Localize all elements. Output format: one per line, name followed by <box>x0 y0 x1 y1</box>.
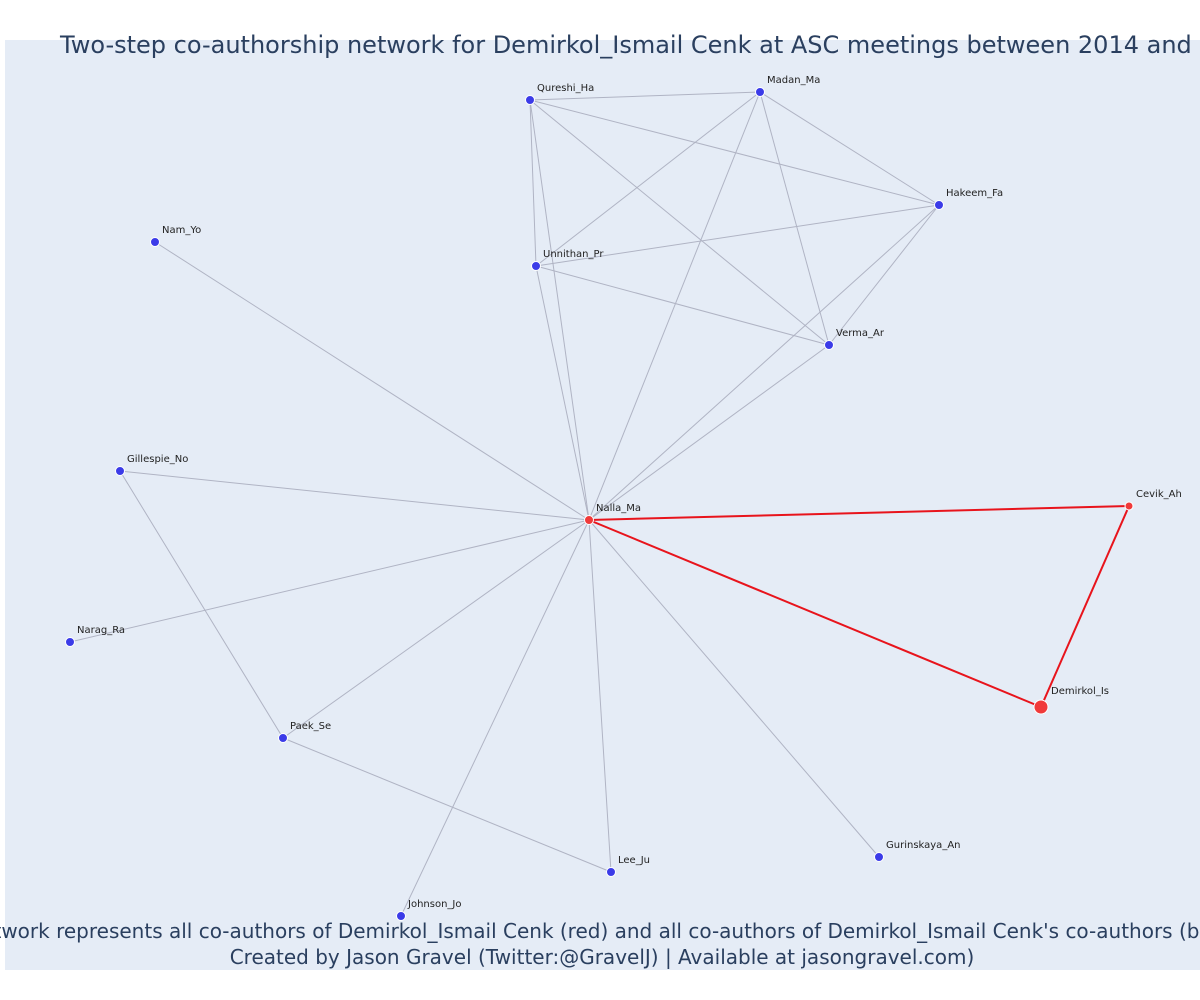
node-label: Demirkol_Is <box>1051 686 1109 697</box>
edge-highlight <box>1040 505 1130 708</box>
edge <box>529 91 761 101</box>
edge-highlight <box>588 505 1130 521</box>
edge <box>282 737 612 873</box>
footer-line: Network represents all co-authors of Dem… <box>0 919 1200 943</box>
edge <box>282 519 590 739</box>
node-label: Narag_Ra <box>77 625 125 636</box>
node-label: Cevik_Ah <box>1136 489 1182 500</box>
edge <box>529 99 537 267</box>
node-label: Johnson_Jo <box>407 899 461 910</box>
node-label: Nam_Yo <box>162 225 201 236</box>
edge <box>759 91 830 346</box>
edge <box>529 99 940 206</box>
edge <box>154 241 590 521</box>
node <box>278 733 288 743</box>
edges <box>69 91 1130 917</box>
edge <box>535 204 940 267</box>
edge-highlight <box>588 519 1042 708</box>
node <box>874 852 884 862</box>
node <box>150 237 160 247</box>
edge <box>588 91 761 521</box>
node-label: Hakeem_Fa <box>946 188 1003 199</box>
node <box>65 637 75 647</box>
edge <box>529 99 590 521</box>
edge <box>535 265 590 521</box>
node-label: Gurinskaya_An <box>886 840 961 851</box>
node <box>934 200 944 210</box>
edge <box>535 265 830 346</box>
node <box>525 95 535 105</box>
edge <box>759 91 940 206</box>
node-label: Gillespie_No <box>127 454 188 465</box>
node <box>1124 501 1134 511</box>
edge <box>529 99 830 346</box>
node-label: Paek_Se <box>290 721 331 732</box>
edge <box>400 519 590 917</box>
edge <box>588 204 940 521</box>
node <box>824 340 834 350</box>
edge <box>588 519 612 873</box>
node <box>606 867 616 877</box>
plot-background <box>5 40 1200 970</box>
node <box>584 515 594 525</box>
chart-title: Two-step co-authorship network for Demir… <box>59 31 1200 59</box>
node <box>755 87 765 97</box>
edge <box>69 519 590 643</box>
node-label: Lee_Ju <box>618 855 650 866</box>
edge <box>119 470 590 521</box>
edge <box>119 470 284 739</box>
node-label: Verma_Ar <box>836 328 885 339</box>
node <box>531 261 541 271</box>
node <box>396 911 406 921</box>
node <box>115 466 125 476</box>
footer-line: Created by Jason Gravel (Twitter:@Gravel… <box>230 945 975 969</box>
edge <box>828 204 940 346</box>
edge <box>588 344 830 521</box>
edge <box>535 91 761 267</box>
edge <box>588 519 880 858</box>
node-label: Unnithan_Pr <box>543 249 604 260</box>
nodes: Qureshi_Ha Madan_Ma Hakeem_Fa Nam_Yo Unnitha… <box>65 75 1182 921</box>
node-label: Madan_Ma <box>767 75 820 86</box>
node <box>1033 699 1049 715</box>
node-label: Nalla_Ma <box>596 503 641 514</box>
node-label: Qureshi_Ha <box>537 83 594 94</box>
